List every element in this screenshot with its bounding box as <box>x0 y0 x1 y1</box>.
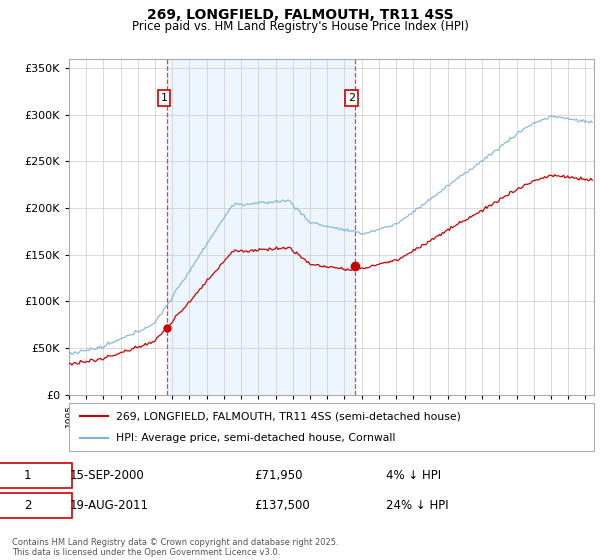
Text: £137,500: £137,500 <box>254 499 310 512</box>
FancyBboxPatch shape <box>0 463 73 488</box>
FancyBboxPatch shape <box>69 403 594 451</box>
Text: Contains HM Land Registry data © Crown copyright and database right 2025.
This d: Contains HM Land Registry data © Crown c… <box>12 538 338 557</box>
Text: 1: 1 <box>24 469 31 482</box>
Text: 2: 2 <box>24 499 31 512</box>
Text: Price paid vs. HM Land Registry's House Price Index (HPI): Price paid vs. HM Land Registry's House … <box>131 20 469 33</box>
Text: 1: 1 <box>160 93 167 103</box>
Text: 2: 2 <box>348 93 355 103</box>
Text: £71,950: £71,950 <box>254 469 302 482</box>
FancyBboxPatch shape <box>0 493 73 518</box>
Text: 24% ↓ HPI: 24% ↓ HPI <box>386 499 449 512</box>
Text: 19-AUG-2011: 19-AUG-2011 <box>70 499 149 512</box>
Text: 4% ↓ HPI: 4% ↓ HPI <box>386 469 442 482</box>
Bar <box>167 59 355 395</box>
Text: 269, LONGFIELD, FALMOUTH, TR11 4SS (semi-detached house): 269, LONGFIELD, FALMOUTH, TR11 4SS (semi… <box>116 411 461 421</box>
Text: HPI: Average price, semi-detached house, Cornwall: HPI: Average price, semi-detached house,… <box>116 433 395 443</box>
Text: 15-SEP-2000: 15-SEP-2000 <box>70 469 145 482</box>
Text: 269, LONGFIELD, FALMOUTH, TR11 4SS: 269, LONGFIELD, FALMOUTH, TR11 4SS <box>146 8 454 22</box>
